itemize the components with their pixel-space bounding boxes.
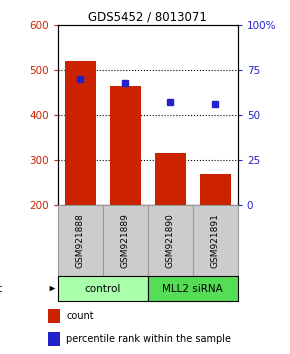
Text: GSM921889: GSM921889 (121, 213, 130, 268)
Text: agent: agent (0, 284, 3, 293)
Text: percentile rank within the sample: percentile rank within the sample (66, 334, 231, 344)
Title: GDS5452 / 8013071: GDS5452 / 8013071 (88, 11, 207, 24)
Bar (200, 174, 231, 205)
Bar (103, 205, 148, 276)
Text: count: count (66, 311, 94, 321)
Bar (65, 61, 96, 205)
Bar (48, 309, 60, 323)
Bar (155, 153, 186, 205)
Text: GSM921891: GSM921891 (211, 213, 220, 268)
Text: control: control (85, 284, 121, 293)
Bar (193, 205, 238, 276)
Text: GSM921888: GSM921888 (76, 213, 85, 268)
Bar (148, 205, 193, 276)
Bar (110, 86, 141, 205)
Bar (48, 332, 60, 346)
Bar (58, 276, 148, 301)
Text: MLL2 siRNA: MLL2 siRNA (162, 284, 223, 293)
Text: GSM921890: GSM921890 (166, 213, 175, 268)
Bar (58, 205, 103, 276)
Bar (148, 276, 238, 301)
